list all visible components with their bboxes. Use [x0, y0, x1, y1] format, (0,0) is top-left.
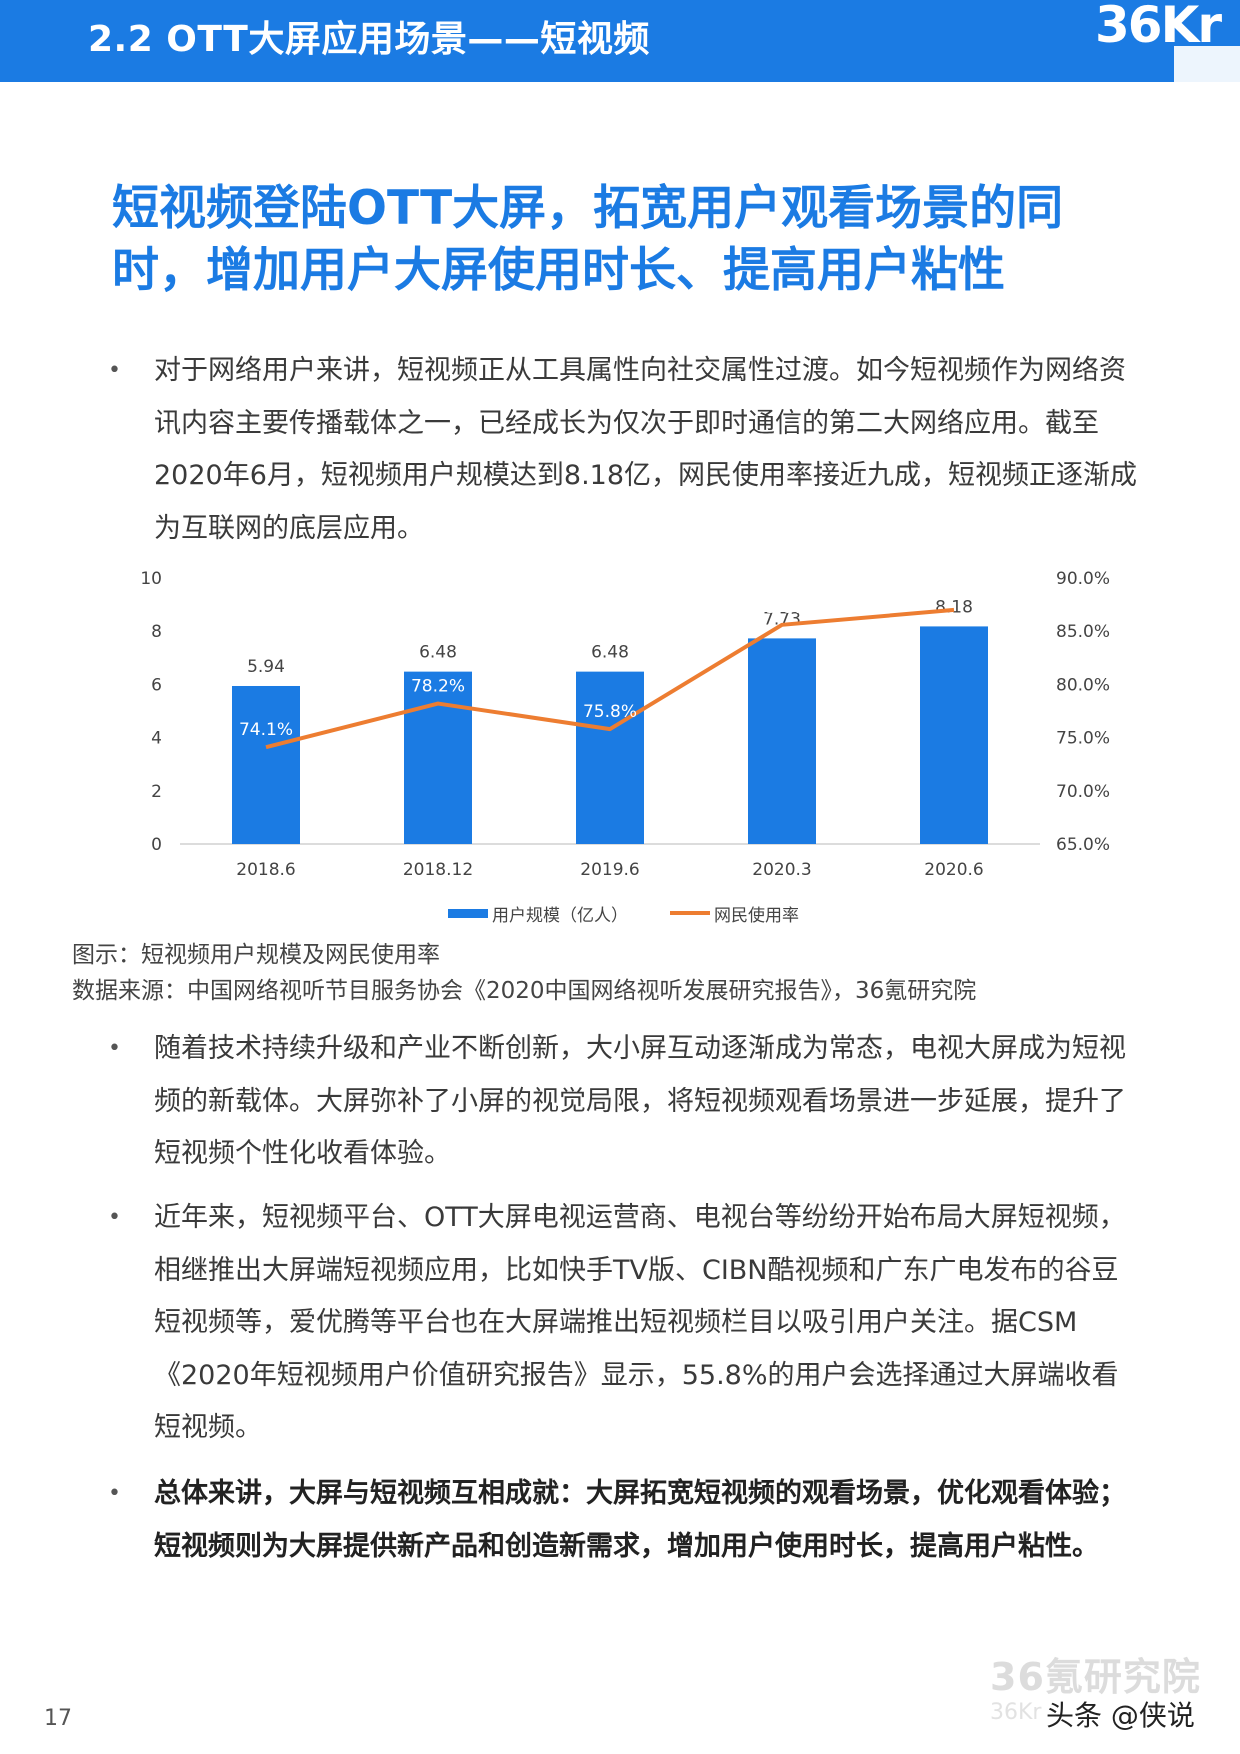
- x-axis-tick-label: 2020.6: [924, 860, 983, 880]
- line-value-label: 75.8%: [583, 702, 637, 722]
- y2-axis-tick-label: 65.0%: [1056, 835, 1110, 855]
- watermark-sub: 36Kr: [990, 1700, 1042, 1725]
- x-axis-tick-label: 2020.3: [752, 860, 811, 880]
- line-value-label: 87.0%: [927, 583, 981, 603]
- y-axis-tick-label: 6: [151, 675, 162, 695]
- main-heading: 短视频登陆OTT大屏，拓宽用户观看场景的同 时，增加用户大屏使用时长、提高用户粘…: [112, 178, 1142, 302]
- bar-value-label: 6.48: [419, 643, 457, 663]
- y2-axis-tick-label: 75.0%: [1056, 729, 1110, 749]
- y2-axis-tick-label: 90.0%: [1056, 569, 1110, 589]
- paragraph-4-summary: • 总体来讲，大屏与短视频互相成就：大屏拓宽短视频的观看场景，优化观看体验；短视…: [108, 1468, 1138, 1573]
- paragraph-text: 随着技术持续升级和产业不断创新，大小屏互动逐渐成为常态，电视大屏成为短视频的新载…: [154, 1033, 1126, 1169]
- paragraph-2: • 随着技术持续升级和产业不断创新，大小屏互动逐渐成为常态，电视大屏成为短视频的…: [108, 1023, 1138, 1181]
- toutiao-handle: 头条 @侠说: [1046, 1699, 1195, 1732]
- legend-swatch-bar: [448, 909, 488, 918]
- bar-value-label: 5.94: [247, 657, 285, 677]
- watermark-logo: 36氪研究院: [990, 1655, 1201, 1699]
- bar-value-label: 6.48: [591, 643, 629, 663]
- paragraph-text: 总体来讲，大屏与短视频互相成就：大屏拓宽短视频的观看场景，优化观看体验；短视频则…: [154, 1478, 1126, 1562]
- page-number: 17: [44, 1706, 72, 1731]
- y-axis-tick-label: 10: [140, 569, 162, 589]
- brand-logo: 36Kr: [1095, 0, 1240, 82]
- y-axis-tick-label: 4: [151, 729, 162, 749]
- line-series-rate: [265, 607, 955, 750]
- bullet-icon: •: [108, 1205, 121, 1230]
- paragraph-3: • 近年来，短视频平台、OTT大屏电视运营商、电视台等纷纷开始布局大屏短视频，相…: [108, 1192, 1138, 1455]
- y-axis-tick-label: 2: [151, 782, 162, 802]
- chart-svg: 0 2 4 6 8 10 65.0% 70.0% 75.0% 80.0% 85.0% 90.0% 5.9…: [140, 569, 1110, 926]
- bar: [404, 671, 472, 844]
- paragraph-text: 近年来，短视频平台、OTT大屏电视运营商、电视台等纷纷开始布局大屏短视频，相继推…: [154, 1202, 1126, 1443]
- bullet-icon: •: [108, 1481, 121, 1506]
- line-value-label: 78.2%: [411, 677, 465, 697]
- y2-axis-tick-label: 70.0%: [1056, 782, 1110, 802]
- header-band: 2.2 OTT大屏应用场景——短视频 36Kr: [0, 0, 1240, 82]
- line-value-label: 85.6%: [755, 598, 809, 618]
- y2-axis-tick-label: 80.0%: [1056, 675, 1110, 695]
- bar: [748, 638, 816, 844]
- bullet-icon: •: [108, 358, 121, 383]
- bar: [232, 685, 300, 844]
- bar: [920, 626, 988, 844]
- main-heading-line-1: 短视频登陆OTT大屏，拓宽用户观看场景的同: [112, 181, 1064, 236]
- main-heading-line-2: 时，增加用户大屏使用时长、提高用户粘性: [112, 243, 1005, 298]
- figure-caption: 图示：短视频用户规模及网民使用率: [72, 942, 440, 968]
- x-axis-tick-label: 2019.6: [580, 860, 639, 880]
- y-axis-tick-label: 8: [151, 622, 162, 642]
- section-title: 2.2 OTT大屏应用场景——短视频: [88, 19, 650, 60]
- bullet-icon: •: [108, 1036, 121, 1061]
- legend-label-line: 网民使用率: [714, 905, 799, 926]
- line-value-label: 74.1%: [239, 720, 293, 740]
- bar: [576, 671, 644, 844]
- paragraph-1: • 对于网络用户来讲，短视频正从工具属性向社交属性过渡。如今短视频作为网络资讯内…: [108, 345, 1138, 555]
- y2-axis-tick-label: 85.0%: [1056, 622, 1110, 642]
- x-axis-tick-label: 2018.12: [403, 860, 473, 880]
- x-axis-tick-label: 2018.6: [236, 860, 295, 880]
- user-scale-chart: 0 2 4 6 8 10 65.0% 70.0% 75.0% 80.0% 85.0% 90.0% 5.9…: [110, 560, 1130, 940]
- legend-label-bar: 用户规模（亿人）: [492, 906, 628, 926]
- y-axis-tick-label: 0: [151, 835, 162, 855]
- brand-logo-text: 36Kr: [1095, 0, 1222, 54]
- paragraph-text: 对于网络用户来讲，短视频正从工具属性向社交属性过渡。如今短视频作为网络资讯内容主…: [154, 355, 1138, 544]
- source-caption: 数据来源：中国网络视听节目服务协会《2020中国网络视听发展研究报告》，36氪研…: [72, 978, 977, 1004]
